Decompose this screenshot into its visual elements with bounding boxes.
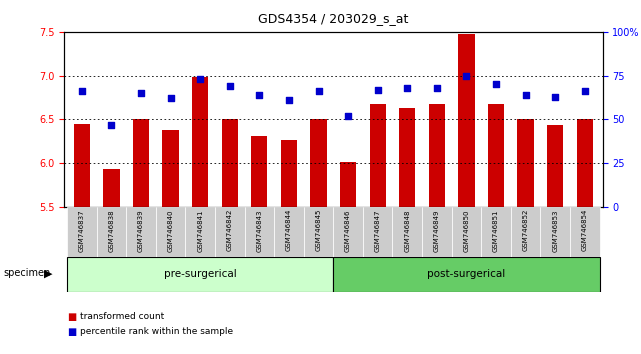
- Bar: [333, 257, 599, 292]
- Text: GSM746846: GSM746846: [345, 209, 351, 252]
- Bar: [162, 130, 179, 207]
- Text: GSM746849: GSM746849: [434, 209, 440, 252]
- Text: GDS4354 / 203029_s_at: GDS4354 / 203029_s_at: [258, 12, 408, 25]
- Point: [372, 87, 383, 92]
- Text: GSM746852: GSM746852: [522, 209, 529, 251]
- Point: [462, 73, 472, 79]
- Text: pre-surgerical: pre-surgerical: [164, 269, 237, 279]
- Text: GSM746837: GSM746837: [79, 209, 85, 252]
- Text: GSM746847: GSM746847: [375, 209, 381, 252]
- Bar: [517, 119, 534, 207]
- Bar: [133, 119, 149, 207]
- Point: [165, 96, 176, 101]
- Bar: [399, 108, 415, 207]
- Point: [432, 85, 442, 91]
- Bar: [245, 207, 274, 257]
- Bar: [511, 207, 540, 257]
- Point: [520, 92, 531, 98]
- Bar: [392, 207, 422, 257]
- Text: percentile rank within the sample: percentile rank within the sample: [80, 327, 233, 336]
- Text: GSM746838: GSM746838: [108, 209, 115, 252]
- Text: GSM746844: GSM746844: [286, 209, 292, 251]
- Text: GSM746845: GSM746845: [315, 209, 322, 251]
- Point: [491, 81, 501, 87]
- Text: ■: ■: [67, 312, 76, 322]
- Text: GSM746839: GSM746839: [138, 209, 144, 252]
- Bar: [103, 170, 120, 207]
- Bar: [422, 207, 452, 257]
- Bar: [74, 124, 90, 207]
- Text: GSM746840: GSM746840: [167, 209, 174, 252]
- Point: [313, 88, 324, 94]
- Bar: [97, 207, 126, 257]
- Bar: [370, 104, 386, 207]
- Text: GSM746850: GSM746850: [463, 209, 469, 252]
- Point: [284, 97, 294, 103]
- Bar: [310, 119, 327, 207]
- Point: [77, 88, 87, 94]
- Point: [106, 122, 117, 127]
- Bar: [333, 207, 363, 257]
- Bar: [340, 162, 356, 207]
- Bar: [274, 207, 304, 257]
- Bar: [570, 207, 599, 257]
- Point: [402, 85, 412, 91]
- Text: GSM746853: GSM746853: [552, 209, 558, 252]
- Bar: [67, 257, 333, 292]
- Bar: [281, 139, 297, 207]
- Bar: [67, 207, 97, 257]
- Text: ■: ■: [67, 327, 76, 337]
- Text: specimen: specimen: [3, 268, 51, 278]
- Text: GSM746848: GSM746848: [404, 209, 410, 252]
- Bar: [488, 104, 504, 207]
- Text: GSM746851: GSM746851: [493, 209, 499, 252]
- Bar: [222, 119, 238, 207]
- Bar: [363, 207, 392, 257]
- Text: ▶: ▶: [44, 268, 52, 278]
- Bar: [481, 207, 511, 257]
- Text: transformed count: transformed count: [80, 312, 164, 321]
- Text: GSM746841: GSM746841: [197, 209, 203, 252]
- Point: [195, 76, 205, 82]
- Bar: [126, 207, 156, 257]
- Bar: [251, 136, 267, 207]
- Bar: [540, 207, 570, 257]
- Text: GSM746842: GSM746842: [227, 209, 233, 251]
- Point: [224, 83, 235, 89]
- Text: GSM746854: GSM746854: [582, 209, 588, 251]
- Bar: [547, 125, 563, 207]
- Bar: [192, 78, 208, 207]
- Point: [136, 90, 146, 96]
- Bar: [577, 119, 593, 207]
- Point: [254, 92, 265, 98]
- Point: [579, 88, 590, 94]
- Point: [343, 113, 353, 119]
- Bar: [156, 207, 185, 257]
- Text: GSM746843: GSM746843: [256, 209, 262, 252]
- Bar: [304, 207, 333, 257]
- Bar: [458, 34, 474, 207]
- Bar: [215, 207, 245, 257]
- Bar: [429, 104, 445, 207]
- Bar: [452, 207, 481, 257]
- Point: [550, 94, 560, 99]
- Bar: [185, 207, 215, 257]
- Text: post-surgerical: post-surgerical: [428, 269, 506, 279]
